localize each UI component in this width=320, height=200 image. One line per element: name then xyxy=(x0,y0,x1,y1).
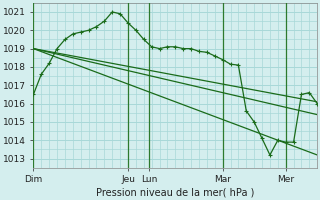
X-axis label: Pression niveau de la mer( hPa ): Pression niveau de la mer( hPa ) xyxy=(96,187,254,197)
